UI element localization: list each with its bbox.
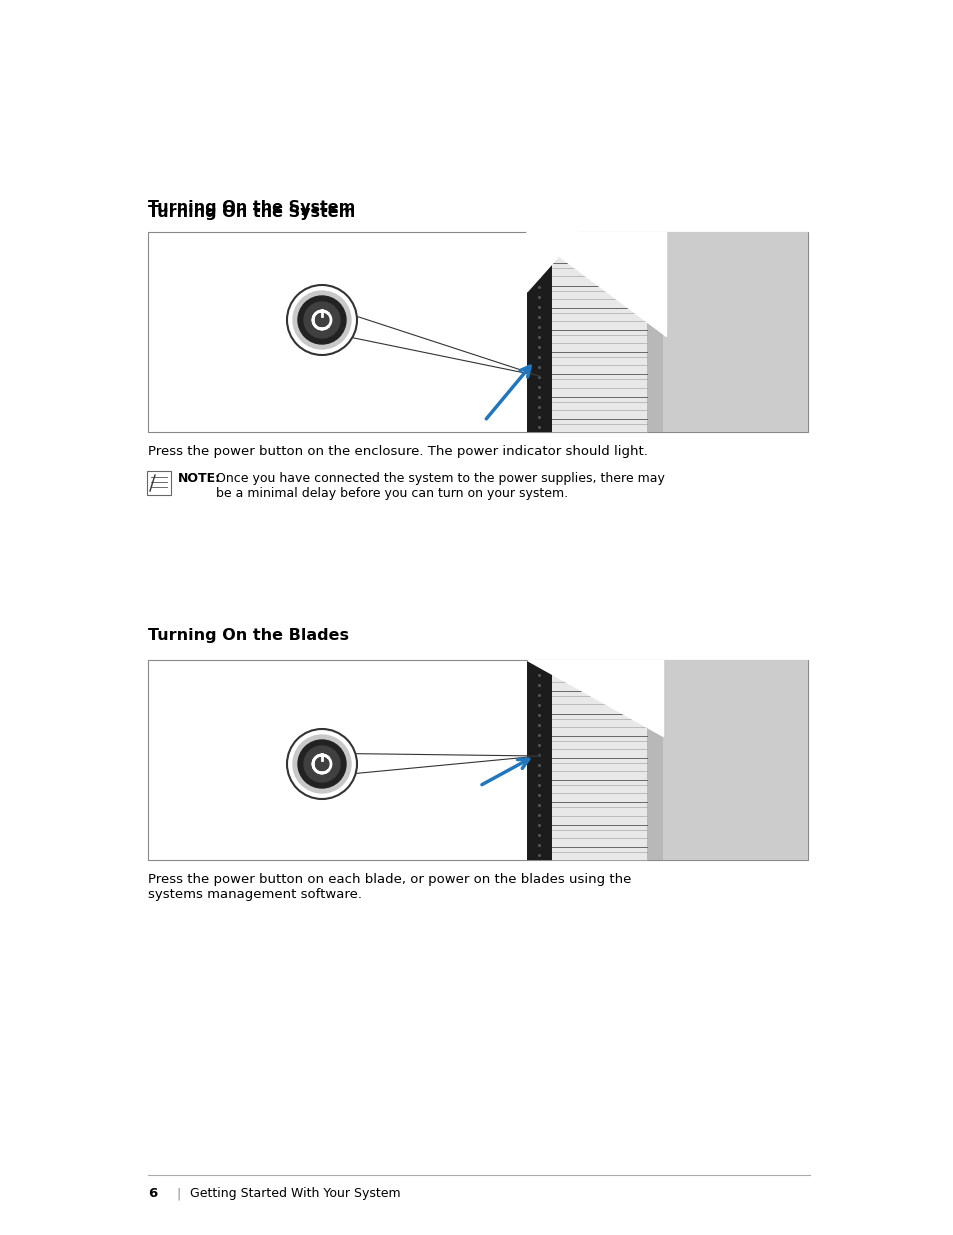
Bar: [148, 232, 807, 432]
Bar: [552, 232, 646, 432]
Text: Turning On the Blades: Turning On the Blades: [148, 629, 349, 643]
Text: 6: 6: [148, 1187, 157, 1200]
Text: NOTE:: NOTE:: [178, 472, 221, 485]
Bar: [646, 659, 662, 860]
Circle shape: [297, 296, 346, 345]
Circle shape: [287, 285, 356, 354]
Polygon shape: [526, 232, 579, 291]
Circle shape: [293, 735, 351, 793]
Text: Turning On the System: Turning On the System: [148, 200, 355, 215]
Bar: [662, 232, 807, 432]
Circle shape: [287, 729, 356, 799]
Circle shape: [293, 291, 351, 350]
Circle shape: [297, 740, 346, 788]
Polygon shape: [526, 659, 662, 736]
Circle shape: [304, 746, 339, 782]
Circle shape: [304, 303, 339, 338]
Bar: [148, 659, 807, 860]
FancyBboxPatch shape: [147, 471, 171, 495]
Bar: [526, 232, 552, 432]
Bar: [552, 659, 646, 860]
Bar: [526, 659, 552, 860]
Text: Getting Started With Your System: Getting Started With Your System: [190, 1187, 400, 1200]
Bar: [662, 659, 807, 860]
Text: Press the power button on each blade, or power on the blades using the
systems m: Press the power button on each blade, or…: [148, 873, 631, 902]
Polygon shape: [526, 232, 665, 336]
Text: Press the power button on the enclosure. The power indicator should light.: Press the power button on the enclosure.…: [148, 445, 647, 458]
Text: Turning On the System: Turning On the System: [148, 205, 355, 220]
Text: |: |: [175, 1187, 180, 1200]
Text: Once you have connected the system to the power supplies, there may
be a minimal: Once you have connected the system to th…: [215, 472, 664, 500]
Bar: [646, 232, 662, 432]
